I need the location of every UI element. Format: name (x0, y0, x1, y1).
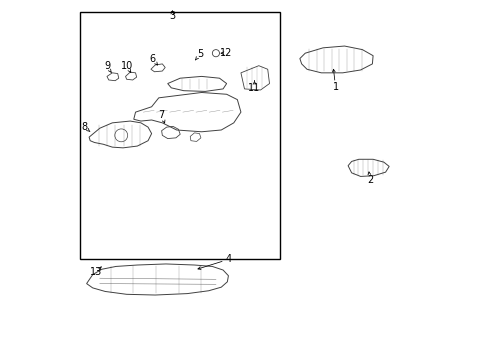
Text: 9: 9 (103, 62, 110, 71)
Text: 7: 7 (158, 110, 164, 120)
Text: 11: 11 (248, 83, 260, 93)
Text: 3: 3 (169, 11, 175, 21)
Text: 4: 4 (225, 254, 231, 264)
Text: 13: 13 (90, 267, 102, 277)
Text: 8: 8 (81, 122, 87, 132)
Text: 1: 1 (332, 82, 338, 92)
Text: 10: 10 (120, 62, 132, 71)
Text: 6: 6 (149, 54, 155, 64)
Text: 5: 5 (196, 49, 203, 59)
Bar (80, 12, 280, 258)
Text: 2: 2 (366, 175, 373, 185)
Text: 12: 12 (220, 48, 232, 58)
